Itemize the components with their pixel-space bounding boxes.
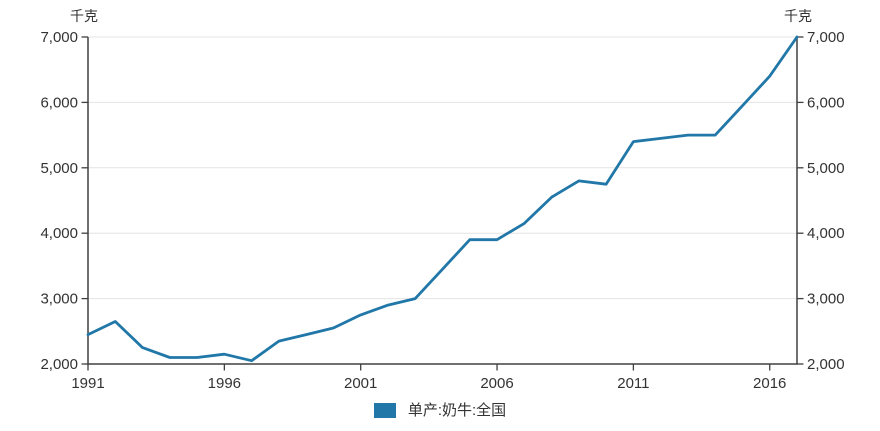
y-tick-label-left: 3,000 <box>40 291 78 308</box>
x-tick-label: 2011 <box>617 375 649 392</box>
y-tick-label-left: 7,000 <box>40 29 78 46</box>
chart-legend: 单产:奶牛:全国 <box>0 401 880 420</box>
legend-label: 单产:奶牛:全国 <box>407 402 507 419</box>
x-tick-label: 2006 <box>480 375 513 392</box>
x-tick-label: 1991 <box>71 375 104 392</box>
y-tick-label-right: 7,000 <box>807 29 845 46</box>
legend-swatch <box>373 403 396 418</box>
y-tick-label-right: 2,000 <box>807 356 845 373</box>
y-tick-label-right: 5,000 <box>807 160 845 177</box>
y-tick-label-right: 6,000 <box>807 94 845 111</box>
y-axis-unit-right: 千克 <box>784 8 812 24</box>
legend-item-series-0[interactable]: 单产:奶牛:全国 <box>373 401 507 420</box>
y-axis-unit-left: 千克 <box>70 8 98 24</box>
x-tick-label: 2001 <box>344 375 377 392</box>
y-tick-label-right: 4,000 <box>807 225 845 242</box>
y-tick-label-left: 2,000 <box>40 356 78 373</box>
y-tick-label-left: 4,000 <box>40 225 78 242</box>
y-tick-label-left: 5,000 <box>40 160 78 177</box>
x-tick-label: 1996 <box>208 375 241 392</box>
series-line <box>86 35 799 363</box>
y-tick-label-left: 6,000 <box>40 94 78 111</box>
y-tick-label-right: 3,000 <box>807 291 845 308</box>
x-tick-label: 2016 <box>753 375 786 392</box>
